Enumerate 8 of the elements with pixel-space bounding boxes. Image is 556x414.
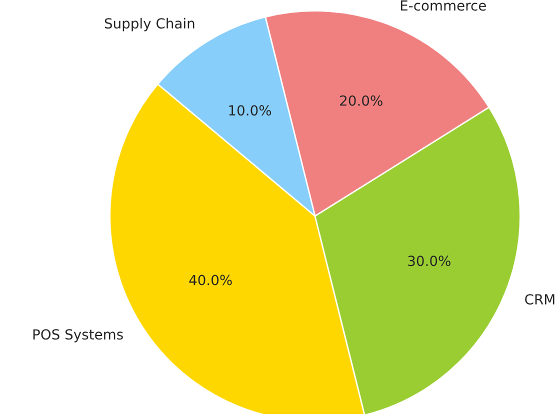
data-label: 40.0% <box>189 274 232 286</box>
slice-label: CRM <box>525 294 554 305</box>
slice-label: E-commerce <box>400 0 486 11</box>
data-label: 30.0% <box>408 256 450 266</box>
slice-label: Supply Chain <box>104 18 194 32</box>
data-label: 10.0% <box>229 105 272 116</box>
slice-label: POS Systems <box>33 329 123 342</box>
data-label: 20.0% <box>340 95 382 106</box>
